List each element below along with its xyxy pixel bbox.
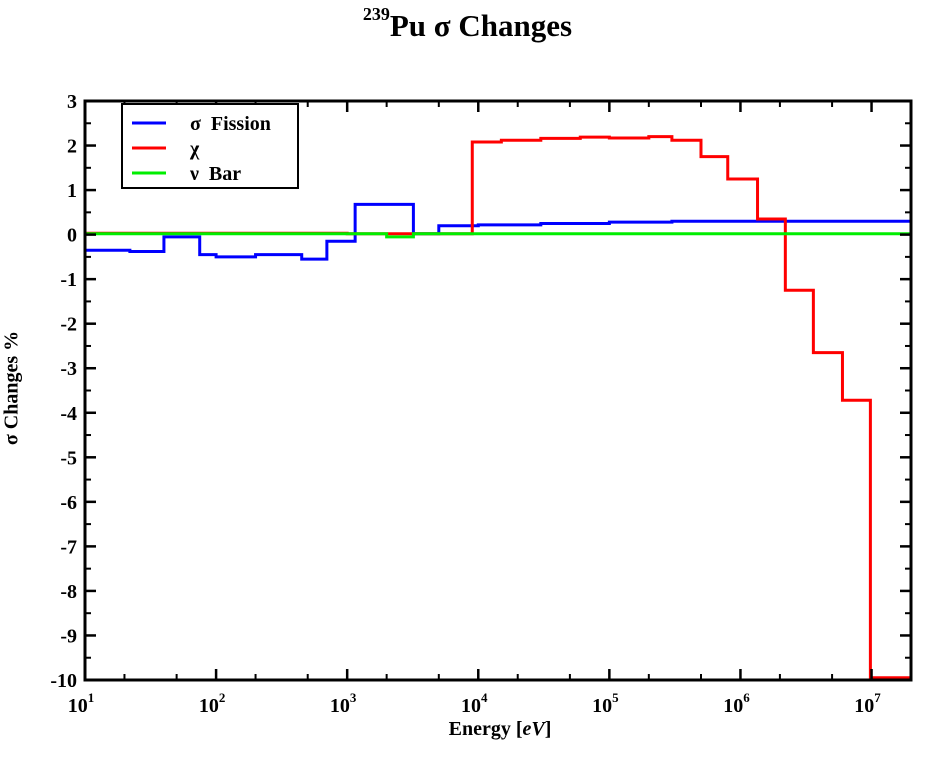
y-tick-label: -2 — [60, 314, 77, 336]
y-tick-label: 2 — [67, 136, 77, 158]
x-tick-label: 107 — [854, 690, 881, 717]
x-tick-label: 104 — [461, 690, 488, 717]
y-tick-label: 1 — [67, 180, 77, 202]
chart-title: 239Pu σ Changes — [0, 4, 935, 44]
y-tick-label: -7 — [60, 536, 77, 558]
y-tick-label: -9 — [60, 625, 77, 647]
y-axis-label: σ Changes % — [0, 330, 23, 446]
y-tick-label: 0 — [67, 225, 77, 247]
x-axis-label: Energy [eV] — [0, 718, 935, 741]
y-tick-label: -4 — [60, 403, 77, 425]
x-tick-label: 106 — [723, 690, 750, 717]
x-tick-label: 103 — [330, 690, 357, 717]
x-axis-label-main: Energy [ — [448, 718, 523, 740]
legend-label: χ — [189, 138, 200, 160]
series-line-1 — [85, 202, 911, 261]
x-tick-label: 105 — [592, 690, 619, 717]
y-tick-label: -8 — [60, 581, 77, 603]
y-tick-label: -6 — [60, 492, 77, 514]
x-tick-label: 101 — [68, 690, 95, 717]
title-superscript: 239 — [362, 4, 390, 24]
y-tick-label: -5 — [60, 447, 77, 469]
title-text: Pu σ Changes — [389, 8, 573, 43]
y-tick-label: 3 — [67, 91, 77, 113]
legend-label: ν Bar — [189, 163, 241, 185]
x-axis-label-end: ] — [544, 718, 552, 740]
y-tick-label: -3 — [60, 358, 77, 380]
y-tick-label: -1 — [60, 269, 77, 291]
legend-label: σ Fission — [190, 113, 271, 135]
series-line-2 — [85, 135, 911, 680]
y-tick-label: -10 — [50, 670, 77, 692]
x-axis-label-unit: eV — [522, 718, 545, 740]
x-tick-label: 102 — [199, 690, 226, 717]
series-line-3 — [85, 232, 911, 239]
